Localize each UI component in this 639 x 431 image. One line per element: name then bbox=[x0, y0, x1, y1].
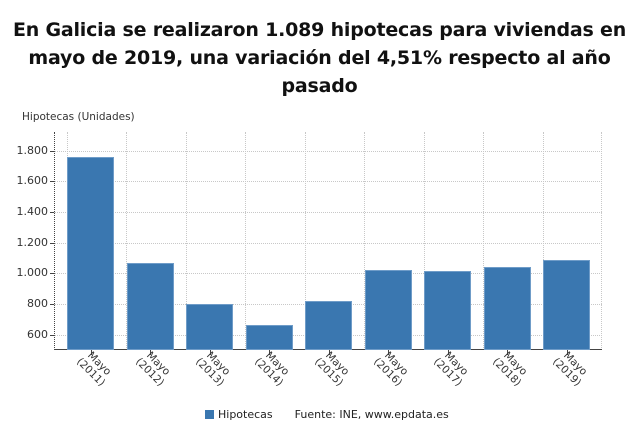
plot-area: 600 800 1.000 1.200 1.400 1.600 1.800 bbox=[17, 132, 602, 355]
chart-title: En Galicia se realizaron 1.089 hipotecas… bbox=[0, 16, 639, 100]
bar-2019[interactable] bbox=[543, 259, 590, 350]
x-tick-label: Mayo (2018) bbox=[487, 344, 535, 392]
x-tick-label: Mayo (2012) bbox=[130, 344, 178, 392]
gridline-vertical bbox=[483, 132, 485, 350]
x-tick bbox=[507, 350, 508, 355]
gridline-vertical bbox=[423, 132, 425, 350]
gridline-horizontal bbox=[54, 181, 602, 183]
bar-2017[interactable] bbox=[424, 271, 471, 350]
gridline-horizontal bbox=[54, 273, 602, 275]
y-tick bbox=[50, 181, 54, 183]
source-text: Fuente: INE, www.epdata.es bbox=[294, 408, 449, 421]
x-tick-label: Mayo (2011) bbox=[70, 344, 118, 392]
x-tick-label: Mayo (2019) bbox=[546, 344, 594, 392]
y-axis-label: Hipotecas (Unidades) bbox=[22, 111, 135, 123]
y-tick bbox=[50, 334, 54, 336]
legend-series-label[interactable]: Hipotecas bbox=[218, 408, 273, 421]
x-tick bbox=[566, 350, 568, 355]
x-tick bbox=[150, 350, 151, 355]
bar-2016[interactable] bbox=[364, 270, 412, 350]
y-tick-label: 800 bbox=[27, 296, 48, 310]
y-tick bbox=[50, 273, 54, 275]
y-tick bbox=[50, 211, 54, 213]
x-tick-label: Mayo (2016) bbox=[368, 344, 416, 392]
bar-2011[interactable] bbox=[67, 156, 114, 350]
y-tick-label: 1.200 bbox=[16, 235, 49, 249]
bar-2013[interactable] bbox=[186, 304, 233, 350]
x-tick bbox=[328, 350, 330, 355]
title-line-2: mayo de 2019, una variación del 4,51% re… bbox=[28, 47, 611, 69]
y-axis bbox=[54, 132, 55, 350]
gridline-vertical bbox=[245, 132, 247, 350]
x-tick-label: Mayo (2014) bbox=[249, 344, 297, 392]
y-tick bbox=[50, 150, 54, 152]
y-tick-label: 1.000 bbox=[16, 266, 49, 280]
legend: Hipotecas Fuente: INE, www.epdata.es bbox=[205, 408, 449, 421]
y-tick-label: 1.600 bbox=[16, 174, 49, 188]
bar-2018[interactable] bbox=[483, 266, 531, 350]
x-tick-label: Mayo (2017) bbox=[427, 344, 475, 392]
x-tick bbox=[209, 350, 211, 355]
gridline-vertical bbox=[304, 132, 306, 350]
x-tick bbox=[90, 350, 92, 355]
y-tick-label: 1.800 bbox=[16, 143, 49, 157]
gridline-horizontal bbox=[54, 242, 602, 244]
x-tick bbox=[269, 350, 270, 355]
x-tick-label: Mayo (2013) bbox=[189, 344, 237, 392]
title-line-3: pasado bbox=[281, 75, 358, 97]
y-tick-label: 600 bbox=[27, 327, 48, 341]
title-line-1: En Galicia se realizaron 1.089 hipotecas… bbox=[12, 19, 627, 41]
gridline-horizontal bbox=[54, 150, 602, 152]
gridline-horizontal bbox=[54, 211, 602, 213]
y-tick bbox=[50, 242, 54, 244]
gridline-vertical bbox=[364, 132, 366, 350]
gridline-vertical bbox=[185, 132, 187, 350]
x-tick bbox=[388, 350, 389, 355]
gridline-vertical bbox=[126, 132, 128, 350]
gridline-vertical bbox=[542, 132, 544, 350]
gridline-vertical bbox=[601, 132, 602, 350]
x-tick bbox=[447, 350, 449, 355]
y-tick-label: 1.400 bbox=[16, 204, 49, 218]
bar-2012[interactable] bbox=[126, 263, 174, 350]
y-tick bbox=[50, 303, 54, 305]
bar-2014[interactable] bbox=[245, 325, 293, 350]
x-tick-label: Mayo (2015) bbox=[308, 344, 356, 392]
legend-swatch-icon bbox=[205, 410, 214, 419]
bar-2015[interactable] bbox=[305, 301, 352, 350]
